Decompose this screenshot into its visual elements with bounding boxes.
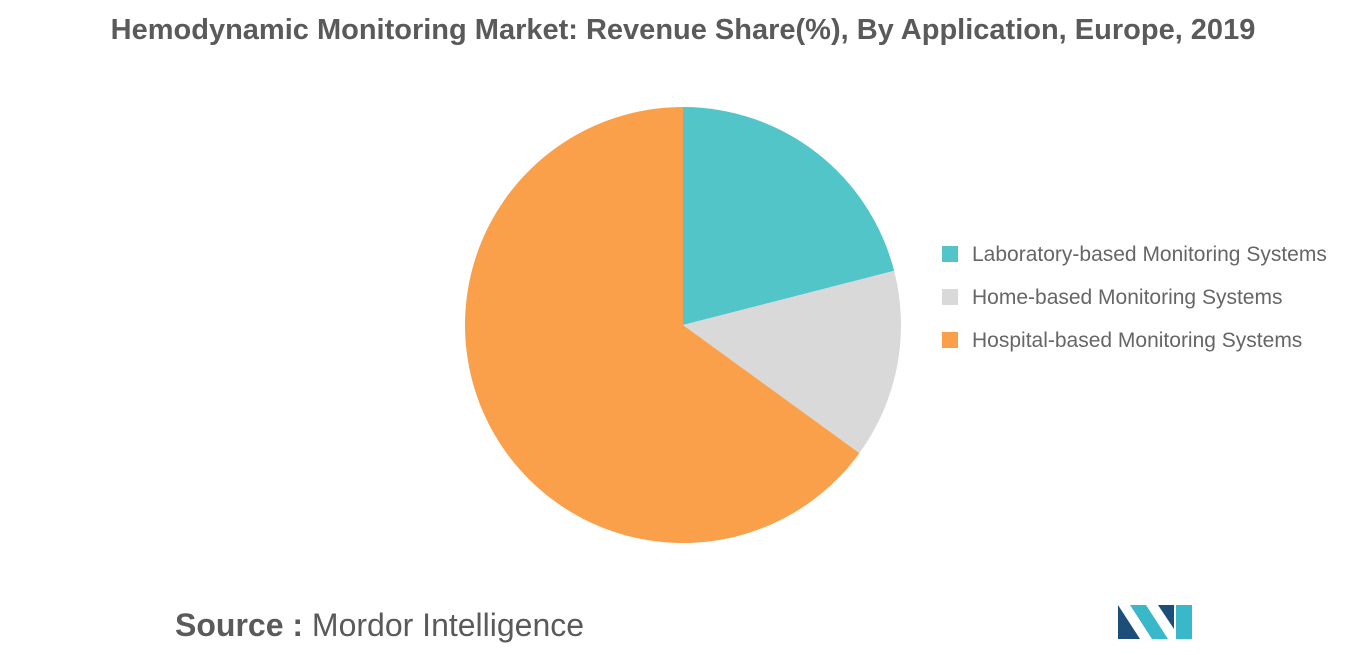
legend-swatch-home (942, 289, 958, 305)
chart-title: Hemodynamic Monitoring Market: Revenue S… (110, 14, 1256, 46)
mordor-intelligence-logo (1118, 605, 1192, 639)
legend-swatch-hospital (942, 332, 958, 348)
logo-shape-right (1158, 605, 1174, 629)
legend-swatch-laboratory (942, 246, 958, 262)
source-note: Source : Mordor Intelligence (175, 607, 584, 644)
legend: Laboratory-based Monitoring Systems Home… (942, 240, 1342, 356)
legend-label-home: Home-based Monitoring Systems (972, 286, 1283, 309)
pie-chart (465, 107, 901, 543)
logo-shape-left (1118, 605, 1140, 639)
legend-item-laboratory: Laboratory-based Monitoring Systems (942, 240, 1342, 270)
logo-shape-center (1130, 605, 1168, 639)
legend-label-hospital: Hospital-based Monitoring Systems (972, 329, 1303, 352)
logo-shape-bar (1176, 605, 1192, 639)
legend-item-home: Home-based Monitoring Systems (942, 283, 1342, 313)
pie-slice-hospital (465, 107, 860, 543)
source-label: Source : (175, 607, 304, 643)
pie-slice-laboratory (683, 107, 895, 325)
pie-slices (465, 107, 901, 543)
pie-slice-home (683, 270, 901, 454)
source-text: Mordor Intelligence (311, 607, 585, 643)
legend-item-hospital: Hospital-based Monitoring Systems (942, 326, 1342, 356)
legend-label-laboratory: Laboratory-based Monitoring Systems (972, 243, 1327, 266)
